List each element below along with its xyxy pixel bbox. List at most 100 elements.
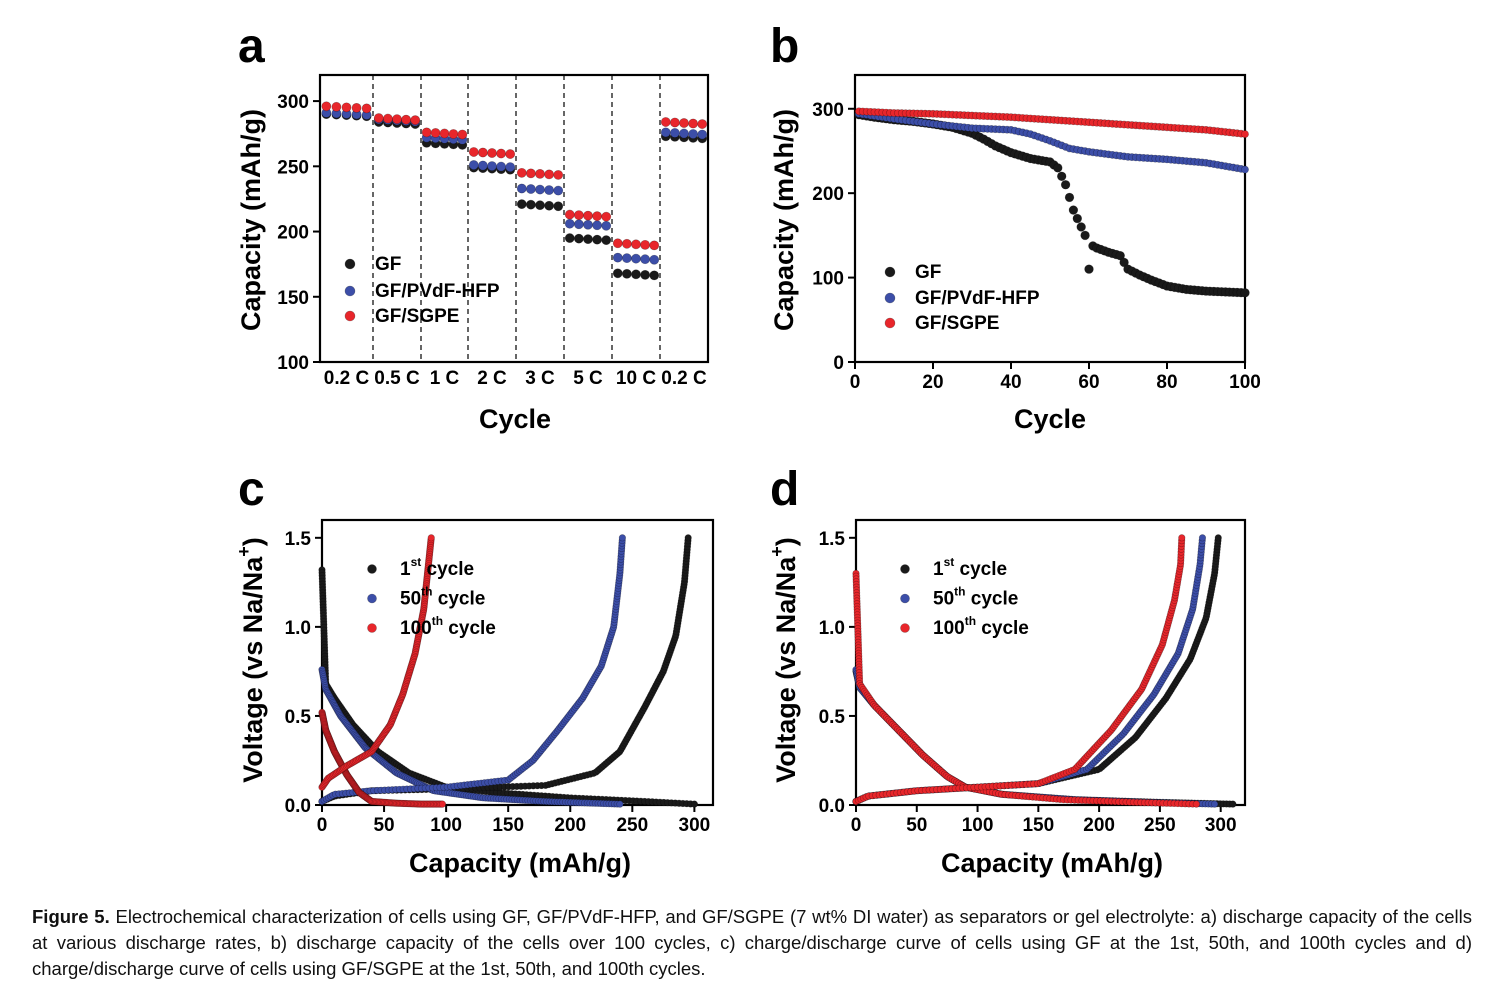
y-axis-label-close: ) bbox=[771, 537, 801, 546]
x-tick-label: 0.2 C bbox=[661, 368, 707, 389]
panel-b: b 0 100 200 300 0 20 40 60 80 100 GF GF/PVdF-HFP GF/S… bbox=[769, 20, 1261, 434]
y-tick-label: 0.0 bbox=[285, 796, 311, 817]
data-point bbox=[351, 102, 362, 113]
y-tick-label: 300 bbox=[812, 100, 844, 121]
legend-label-sup: th bbox=[954, 585, 965, 599]
x-tick-label: 100 bbox=[962, 815, 994, 836]
data-point bbox=[631, 269, 641, 280]
data-point bbox=[516, 199, 527, 210]
y-tick-label: 0.0 bbox=[819, 796, 845, 817]
legend-marker bbox=[344, 310, 356, 322]
x-tick-label: 300 bbox=[1205, 815, 1237, 836]
data-point bbox=[1064, 192, 1075, 203]
x-tick-label: 100 bbox=[430, 815, 462, 836]
data-point bbox=[505, 162, 516, 173]
data-point bbox=[468, 160, 479, 170]
y-tick-label: 1.0 bbox=[819, 618, 845, 639]
legend-marker bbox=[884, 292, 896, 304]
x-tick-label: 150 bbox=[1022, 815, 1054, 836]
x-tick-label: 200 bbox=[554, 815, 586, 836]
data-point bbox=[601, 235, 612, 246]
data-point bbox=[583, 219, 593, 230]
data-point bbox=[564, 233, 575, 243]
plot-frame bbox=[853, 73, 1247, 364]
data-point bbox=[621, 238, 632, 249]
data-point bbox=[1084, 264, 1094, 274]
x-tick-label: 3 C bbox=[525, 368, 555, 389]
legend-label-rest: cycle bbox=[421, 559, 474, 580]
data-point bbox=[544, 185, 555, 195]
data-point bbox=[616, 800, 624, 808]
legend-label: 50th cycle bbox=[400, 585, 485, 610]
data-point bbox=[382, 113, 393, 124]
data-point bbox=[612, 238, 623, 249]
data-point bbox=[583, 210, 593, 221]
legend-label-sup: th bbox=[432, 614, 443, 628]
y-axis-label-sup: + bbox=[234, 546, 254, 557]
x-tick-label: 10 C bbox=[616, 368, 656, 389]
data-point bbox=[477, 147, 488, 158]
data-point bbox=[401, 114, 412, 125]
data-point bbox=[516, 183, 527, 194]
data-point bbox=[430, 128, 441, 138]
x-tick-label: 40 bbox=[1000, 372, 1021, 393]
legend-marker bbox=[367, 623, 377, 633]
data-point bbox=[592, 211, 603, 222]
legend-label-num: 1 bbox=[400, 559, 411, 580]
data-point bbox=[621, 253, 632, 264]
y-tick-label: 100 bbox=[277, 353, 309, 374]
x-axis-label: Cycle bbox=[1014, 404, 1086, 434]
panel-letter: c bbox=[238, 463, 265, 516]
data-point bbox=[1076, 222, 1086, 232]
data-point bbox=[1240, 288, 1250, 298]
data-point bbox=[592, 234, 603, 245]
legend-label-rest: cycle bbox=[954, 559, 1007, 580]
legend-label-num: 100 bbox=[933, 618, 965, 639]
data-point bbox=[640, 239, 651, 250]
panel-letter: a bbox=[238, 20, 265, 73]
legend-marker bbox=[884, 266, 896, 278]
x-tick-label: 250 bbox=[616, 815, 648, 836]
data-point bbox=[1080, 230, 1090, 241]
x-tick-label: 0 bbox=[851, 815, 862, 836]
data-point bbox=[421, 127, 432, 138]
legend-marker bbox=[900, 623, 910, 633]
data-point bbox=[410, 115, 421, 126]
y-tick-label: 150 bbox=[277, 288, 309, 309]
data-point bbox=[669, 128, 680, 138]
x-axis-label: Cycle bbox=[479, 404, 551, 434]
legend-label-sup: th bbox=[421, 585, 432, 599]
legend-label-rest: cycle bbox=[432, 589, 485, 610]
legend-label-rest: cycle bbox=[976, 618, 1029, 639]
caption-label: Figure 5. bbox=[32, 906, 110, 927]
y-axis-label: Voltage (vs Na/Na+) bbox=[767, 537, 801, 783]
data-point bbox=[564, 218, 575, 229]
data-point bbox=[331, 101, 342, 112]
x-tick-label: 60 bbox=[1078, 372, 1099, 393]
legend-label: 100th cycle bbox=[400, 614, 496, 639]
data-point bbox=[612, 268, 623, 279]
data-point bbox=[688, 129, 699, 139]
caption-text: Electrochemical characterization of cell… bbox=[32, 906, 1472, 979]
legend-label-num: 50 bbox=[400, 589, 421, 610]
data-point bbox=[649, 270, 660, 281]
y-axis-label: Capacity (mAh/g) bbox=[236, 109, 266, 331]
legend-marker bbox=[900, 564, 910, 574]
x-tick-label: 2 C bbox=[477, 368, 507, 389]
y-tick-label: 0.5 bbox=[285, 707, 312, 728]
x-tick-label: 1 C bbox=[430, 368, 460, 389]
legend-label: 1st cycle bbox=[933, 555, 1007, 580]
data-point bbox=[321, 101, 332, 112]
data-point bbox=[601, 211, 612, 222]
data-point bbox=[1241, 165, 1249, 174]
legend-marker bbox=[344, 285, 356, 297]
data-point bbox=[544, 169, 555, 180]
y-tick-label: 0.5 bbox=[819, 707, 846, 728]
legend-marker bbox=[884, 317, 896, 329]
legend-marker bbox=[367, 564, 377, 574]
x-tick-label: 50 bbox=[906, 815, 927, 836]
data-point bbox=[525, 184, 536, 194]
legend-label-rest: cycle bbox=[965, 589, 1018, 610]
